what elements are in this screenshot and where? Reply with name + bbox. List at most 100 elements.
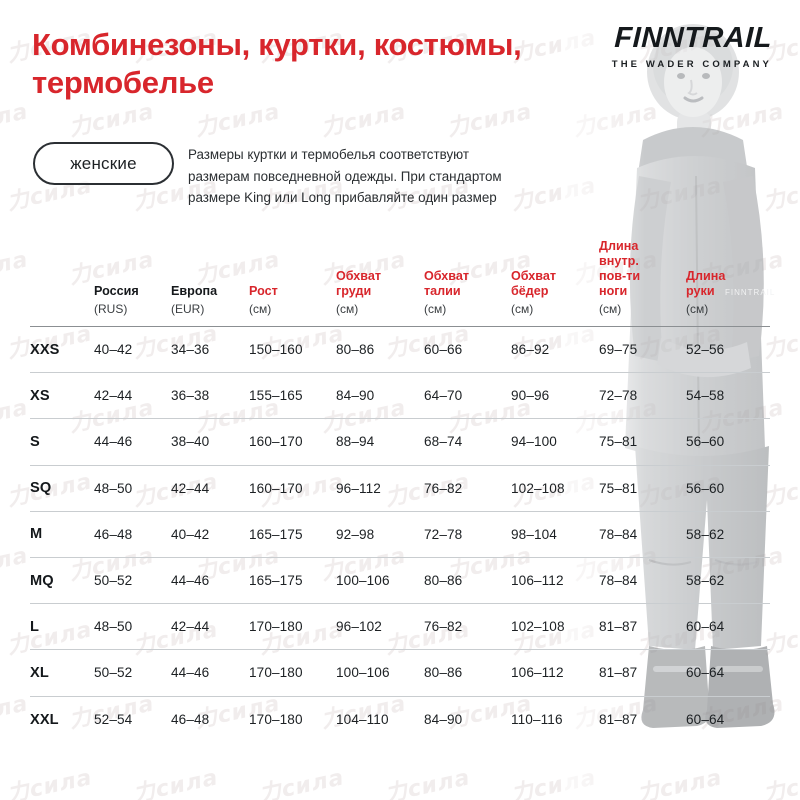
gender-badge-label: женские xyxy=(70,153,137,173)
cell-eur: 40–42 xyxy=(171,526,210,542)
cell-chest: 96–102 xyxy=(336,619,382,635)
table-row[interactable]: M 46–48 40–42 165–175 92–98 72–78 98–104 78–84 5… xyxy=(30,512,770,558)
column-header-label: Длина внутр. пов-ти ноги xyxy=(599,239,641,298)
cell-inseam: 75–81 xyxy=(599,434,638,450)
column-header-rus: Россия (RUS) xyxy=(94,284,171,316)
cell-arm: 56–60 xyxy=(686,480,725,496)
cell-chest: 80–86 xyxy=(336,342,375,358)
brand-name: FINNTRAIL xyxy=(613,22,773,54)
cell-waist: 80–86 xyxy=(424,573,463,589)
cell-hips: 102–108 xyxy=(511,619,565,635)
table-header-row: Россия (RUS) Европа (EUR) Рост (см) Обхват гру… xyxy=(30,232,770,327)
table-row[interactable]: XS 42–44 36–38 155–165 84–90 64–70 90–96 72–78 5… xyxy=(30,373,770,420)
cell-rost: 160–170 xyxy=(249,434,303,450)
cell-waist: 64–70 xyxy=(424,388,463,404)
cell-arm: 60–64 xyxy=(686,619,725,635)
cell-waist: 76–82 xyxy=(424,619,463,635)
cell-size-label: M xyxy=(30,526,43,543)
column-header-unit: (RUS) xyxy=(94,301,128,316)
cell-rost: 165–175 xyxy=(249,526,303,542)
table-row[interactable]: L 48–50 42–44 170–180 96–102 76–82 102–108 81–8… xyxy=(30,604,770,651)
cell-eur: 38–40 xyxy=(171,434,210,450)
cell-inseam: 72–78 xyxy=(599,388,638,404)
cell-hips: 106–112 xyxy=(511,573,564,589)
cell-size-label: XXL xyxy=(30,711,59,728)
cell-rost: 155–165 xyxy=(249,388,303,404)
table-row[interactable]: MQ 50–52 44–46 165–175 100–106 80–86 106–112 78… xyxy=(30,558,770,605)
cell-size-label: L xyxy=(30,618,40,635)
cell-hips: 94–100 xyxy=(511,434,557,450)
cell-waist: 72–78 xyxy=(424,526,463,542)
watermark-text: 力сила xyxy=(634,765,725,800)
column-header-unit: (см) xyxy=(686,301,709,316)
cell-waist: 60–66 xyxy=(424,342,463,358)
table-row[interactable]: SQ 48–50 42–44 160–170 96–112 76–82 102–108 75–… xyxy=(30,466,770,512)
column-header-unit: (см) xyxy=(511,301,534,316)
cell-rost: 170–180 xyxy=(249,619,303,635)
cell-rus: 40–42 xyxy=(94,342,133,358)
watermark-text: 力сила xyxy=(4,765,95,800)
table-row[interactable]: XL 50–52 44–46 170–180 100–106 80–86 106–112 81… xyxy=(30,650,770,697)
page-title: Комбинезоны, куртки, костюмы, термобелье xyxy=(32,27,522,100)
cell-inseam: 81–87 xyxy=(599,712,638,728)
cell-rost: 150–160 xyxy=(249,342,303,358)
cell-eur: 44–46 xyxy=(171,665,210,681)
cell-rost: 170–180 xyxy=(249,712,303,728)
watermark-text: 力сила xyxy=(130,765,221,800)
cell-eur: 36–38 xyxy=(171,388,210,404)
column-header-unit: (см) xyxy=(424,301,447,316)
cell-arm: 58–62 xyxy=(686,573,725,589)
cell-inseam: 78–84 xyxy=(599,573,638,589)
watermark-text: 力сила xyxy=(760,765,800,800)
size-table: Россия (RUS) Европа (EUR) Рост (см) Обхват гру… xyxy=(0,232,800,743)
cell-size-label: S xyxy=(30,433,40,450)
cell-arm: 56–60 xyxy=(686,434,725,450)
watermark-text: 力сила xyxy=(382,765,473,800)
brand-tagline: THE WADER COMPANY xyxy=(611,59,772,70)
cell-waist: 80–86 xyxy=(424,665,463,681)
cell-inseam: 81–87 xyxy=(599,619,638,635)
cell-arm: 54–58 xyxy=(686,388,725,404)
cell-waist: 76–82 xyxy=(424,480,463,496)
cell-size-label: MQ xyxy=(30,572,54,589)
cell-eur: 42–44 xyxy=(171,619,210,635)
cell-hips: 98–104 xyxy=(511,526,557,542)
cell-chest: 84–90 xyxy=(336,388,375,404)
cell-inseam: 81–87 xyxy=(599,665,638,681)
column-header-inseam: Длина внутр. пов-ти ноги (см) xyxy=(599,239,686,316)
column-header-eur: Европа (EUR) xyxy=(171,284,249,316)
cell-arm: 60–64 xyxy=(686,665,725,681)
cell-rus: 48–50 xyxy=(94,619,133,635)
column-header-label: Обхват бёдер xyxy=(511,269,557,298)
table-body: XXS 40–42 34–36 150–160 80–86 60–66 86–92 69–75… xyxy=(0,327,800,743)
cell-chest: 100–106 xyxy=(336,665,390,681)
column-header-unit: (EUR) xyxy=(171,301,205,316)
watermark-text: 力сила xyxy=(256,765,347,800)
column-header-rost: Рост (см) xyxy=(249,284,336,316)
cell-size-label: XXS xyxy=(30,341,60,358)
table-row[interactable]: S 44–46 38–40 160–170 88–94 68–74 94–100 75–81 5… xyxy=(30,419,770,466)
gender-badge[interactable]: женские xyxy=(33,142,174,185)
cell-rus: 44–46 xyxy=(94,434,133,450)
cell-eur: 46–48 xyxy=(171,712,210,728)
column-header-unit: (см) xyxy=(336,301,359,316)
cell-chest: 88–94 xyxy=(336,434,375,450)
cell-rus: 46–48 xyxy=(94,526,133,542)
cell-rus: 42–44 xyxy=(94,388,133,404)
cell-rost: 160–170 xyxy=(249,480,303,496)
column-header-label: Россия xyxy=(94,283,139,298)
cell-arm: 58–62 xyxy=(686,526,725,542)
cell-arm: 60–64 xyxy=(686,712,725,728)
cell-hips: 110–116 xyxy=(511,712,563,728)
table-row[interactable]: XXS 40–42 34–36 150–160 80–86 60–66 86–92 69–75… xyxy=(30,327,770,374)
column-header-chest: Обхват груди (см) xyxy=(336,269,424,316)
cell-chest: 100–106 xyxy=(336,573,390,589)
cell-rost: 170–180 xyxy=(249,665,303,681)
header: Комбинезоны, куртки, костюмы, термобелье… xyxy=(0,0,800,232)
cell-chest: 96–112 xyxy=(336,480,381,496)
column-header-label: Длина руки xyxy=(686,269,726,298)
watermark-text: 力сила xyxy=(508,765,599,800)
table-row[interactable]: XXL 52–54 46–48 170–180 104–110 84–90 110–116 8… xyxy=(30,697,770,743)
brand-logo: FINNTRAIL THE WADER COMPANY xyxy=(536,22,773,70)
cell-inseam: 78–84 xyxy=(599,526,638,542)
